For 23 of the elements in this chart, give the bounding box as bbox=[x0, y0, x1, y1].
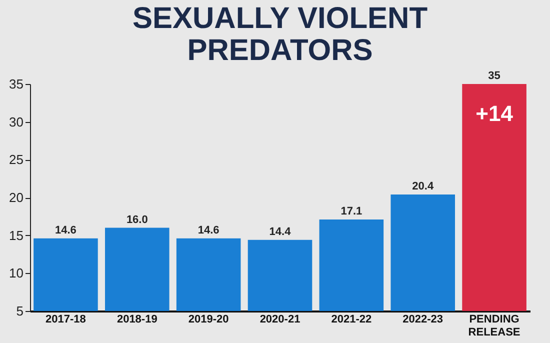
data-label: 14.6 bbox=[198, 224, 220, 236]
x-tick-label: 2017-18 bbox=[46, 314, 86, 326]
annotation: +14 bbox=[476, 101, 514, 126]
data-label: 16.0 bbox=[126, 214, 148, 226]
data-label: 17.1 bbox=[340, 205, 362, 218]
y-tick-label: 30 bbox=[9, 114, 24, 130]
x-tick-label: 2021-22 bbox=[331, 314, 372, 326]
y-tick-label: 10 bbox=[9, 266, 24, 281]
x-tick-label: PENDING RELEASE bbox=[468, 314, 520, 338]
data-label: 20.4 bbox=[412, 180, 434, 192]
x-tick-label: 2022-23 bbox=[402, 314, 444, 326]
x-tick-label: 2019-20 bbox=[188, 314, 229, 326]
y-tick-label: 35 bbox=[9, 76, 24, 92]
data-label: 35 bbox=[488, 70, 500, 82]
chart-title: SEXUALLY VIOLENT PREDATORS bbox=[132, 2, 428, 67]
y-tick-label: 5 bbox=[16, 304, 24, 318]
x-tick-label: 2020-21 bbox=[260, 314, 300, 326]
y-tick-label: 15 bbox=[9, 228, 24, 243]
x-tick-label: 2018-19 bbox=[116, 314, 158, 326]
y-tick-label: 20 bbox=[9, 190, 24, 205]
y-tick-label: 25 bbox=[9, 152, 24, 168]
data-label: 14.4 bbox=[269, 226, 292, 238]
data-label: 14.6 bbox=[55, 224, 76, 236]
